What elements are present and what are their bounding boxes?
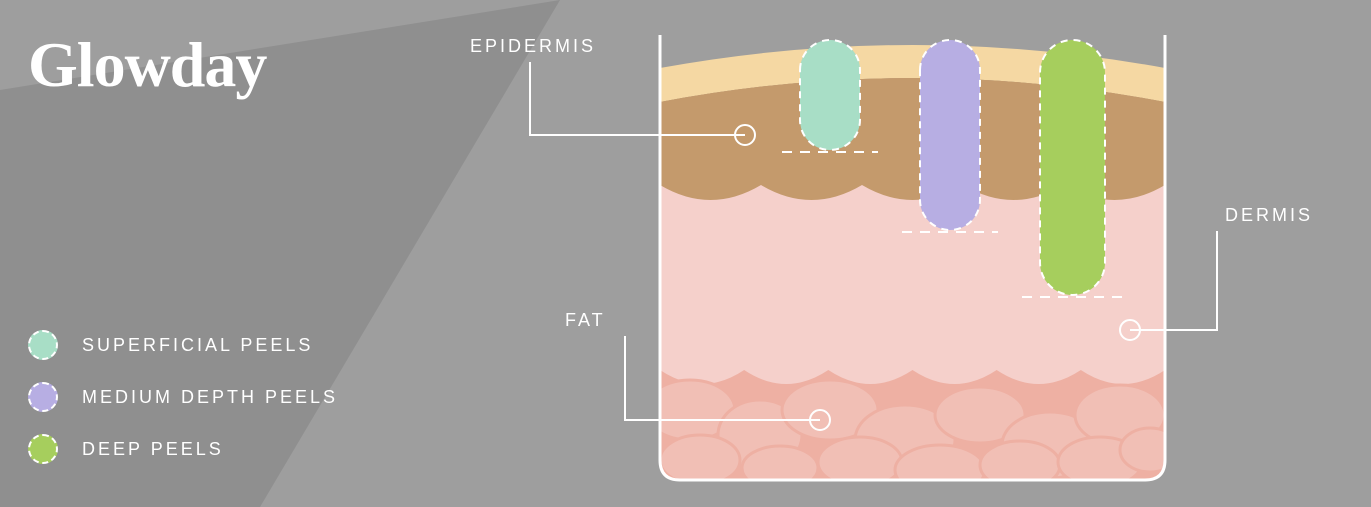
callout-fat-label: FAT	[565, 310, 606, 331]
skin-cross-section	[0, 0, 1371, 507]
callout-dermis-label: DERMIS	[1225, 205, 1313, 226]
callout-epidermis-label: EPIDERMIS	[470, 36, 596, 57]
